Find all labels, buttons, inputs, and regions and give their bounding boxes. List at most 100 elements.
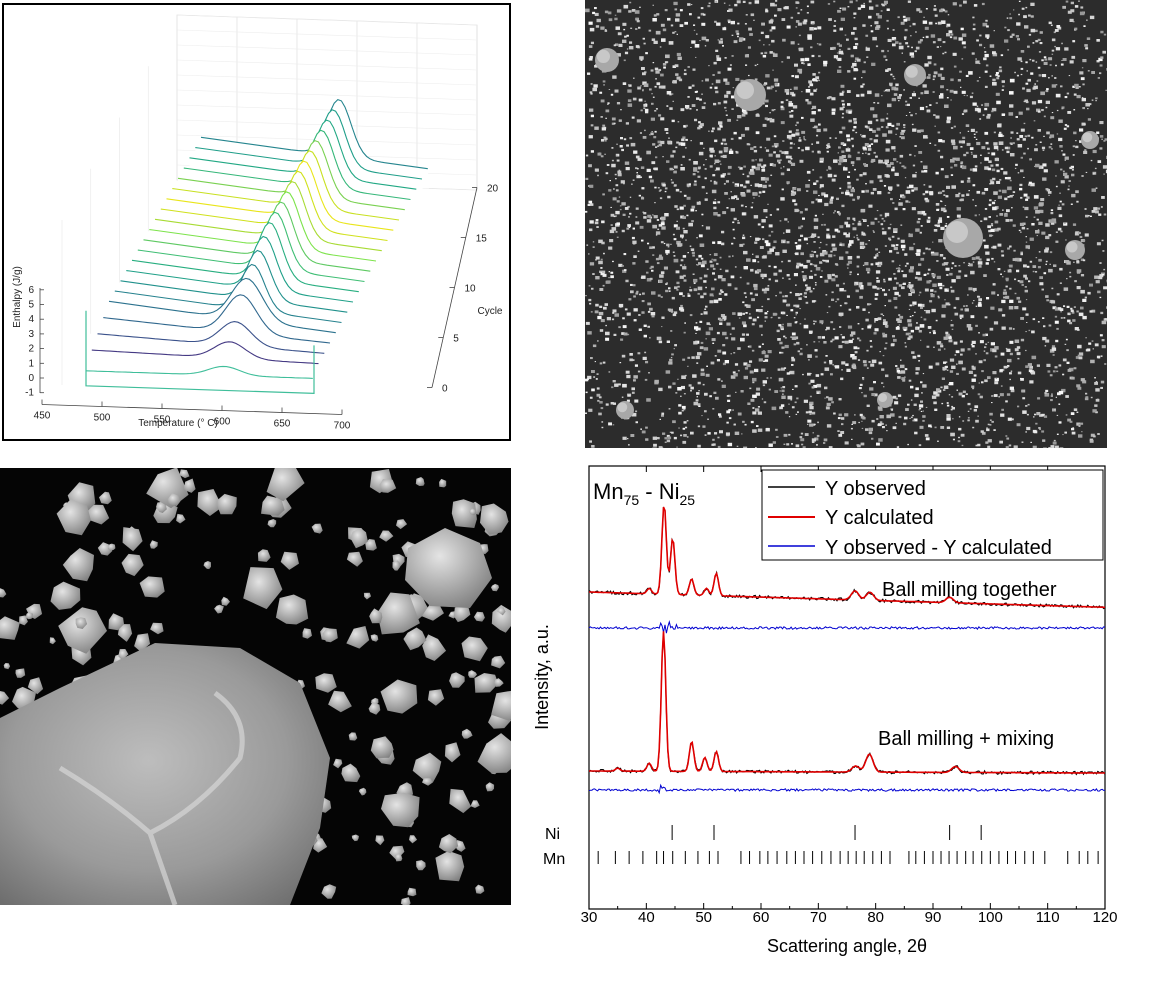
powder-grain (913, 418, 918, 422)
powder-grain (838, 44, 842, 47)
powder-grain (955, 350, 960, 354)
powder-grain (662, 156, 664, 158)
particle-chip (217, 493, 237, 515)
powder-grain (822, 259, 824, 261)
powder-grain (839, 7, 842, 9)
powder-grain (670, 330, 673, 332)
powder-grain (831, 97, 836, 101)
powder-grain (1036, 108, 1041, 112)
powder-grain (740, 79, 744, 83)
powder-grain (853, 346, 858, 350)
powder-grain (997, 75, 1000, 77)
powder-grain (642, 72, 646, 76)
powder-grain (890, 198, 893, 201)
powder-grain (971, 302, 974, 304)
powder-grain (1027, 134, 1031, 137)
powder-grain (856, 195, 860, 199)
powder-grain (1049, 219, 1054, 223)
powder-grain (1046, 88, 1049, 91)
powder-grain (938, 139, 943, 143)
powder-grain (1057, 26, 1062, 30)
powder-grain (893, 228, 898, 232)
powder-grain (831, 401, 834, 404)
powder-grain (1020, 196, 1023, 199)
powder-grain (1051, 53, 1054, 55)
powder-grain (709, 260, 713, 263)
powder-grain (746, 175, 750, 178)
powder-grain (852, 223, 855, 225)
powder-grain (971, 153, 973, 155)
powder-grain (818, 341, 820, 343)
powder-grain (724, 192, 728, 195)
powder-grain (916, 220, 920, 224)
powder-grain (989, 419, 992, 421)
powder-grain (1038, 251, 1041, 253)
powder-grain (903, 36, 907, 39)
powder-grain (614, 89, 619, 93)
powder-grain (1072, 319, 1076, 322)
powder-grain (989, 179, 993, 182)
powder-grain (672, 251, 675, 253)
powder-grain (902, 283, 904, 285)
powder-grain (919, 324, 925, 328)
powder-grain (859, 241, 865, 246)
powder-grain (697, 286, 703, 291)
powder-grain (1093, 435, 1096, 438)
powder-grain (791, 336, 797, 340)
powder-grain (971, 378, 976, 382)
powder-grain (615, 43, 619, 46)
powder-grain (919, 106, 925, 111)
powder-grain (933, 5, 936, 7)
powder-grain (861, 392, 863, 394)
powder-grain (1019, 280, 1024, 284)
powder-grain (958, 427, 962, 431)
powder-grain (998, 396, 1000, 398)
powder-grain (794, 385, 798, 388)
powder-grain (788, 278, 791, 280)
powder-grain (863, 363, 868, 367)
powder-grain (672, 31, 675, 34)
powder-grain (1012, 194, 1014, 196)
powder-grain (1025, 299, 1028, 301)
powder-grain (700, 7, 704, 10)
powder-grain (845, 189, 849, 193)
powder-grain (592, 11, 596, 15)
powder-grain (673, 258, 679, 263)
powder-grain (693, 279, 698, 283)
powder-grain (747, 46, 751, 49)
powder-grain (745, 206, 747, 208)
powder-grain (639, 293, 642, 296)
powder-grain (875, 262, 879, 266)
powder-grain (768, 224, 773, 228)
particle-chip (214, 604, 224, 614)
powder-grain (825, 355, 828, 357)
powder-grain (712, 74, 715, 76)
powder-grain (919, 425, 924, 429)
powder-grain (833, 212, 835, 214)
powder-grain (819, 157, 824, 161)
powder-grain (857, 238, 860, 241)
powder-grain (1059, 267, 1063, 271)
powder-grain (1067, 319, 1071, 323)
powder-grain (1056, 433, 1059, 435)
powder-grain (1023, 176, 1025, 178)
powder-grain (925, 247, 928, 250)
powder-grain (1059, 192, 1061, 194)
powder-grain (920, 225, 923, 227)
powder-grain (679, 292, 683, 296)
powder-grain (801, 62, 804, 64)
powder-grain (1075, 86, 1079, 89)
z-tick-label: 5 (28, 300, 34, 311)
powder-grain (930, 289, 934, 292)
powder-grain (865, 243, 868, 245)
powder-grain (910, 416, 913, 419)
powder-grain (878, 251, 881, 253)
powder-grain (642, 88, 644, 91)
powder-grain (790, 336, 793, 338)
powder-grain (1079, 71, 1084, 75)
powder-grain (826, 169, 828, 171)
powder-grain (964, 309, 966, 311)
powder-grain (857, 347, 860, 350)
powder-grain (635, 167, 638, 170)
